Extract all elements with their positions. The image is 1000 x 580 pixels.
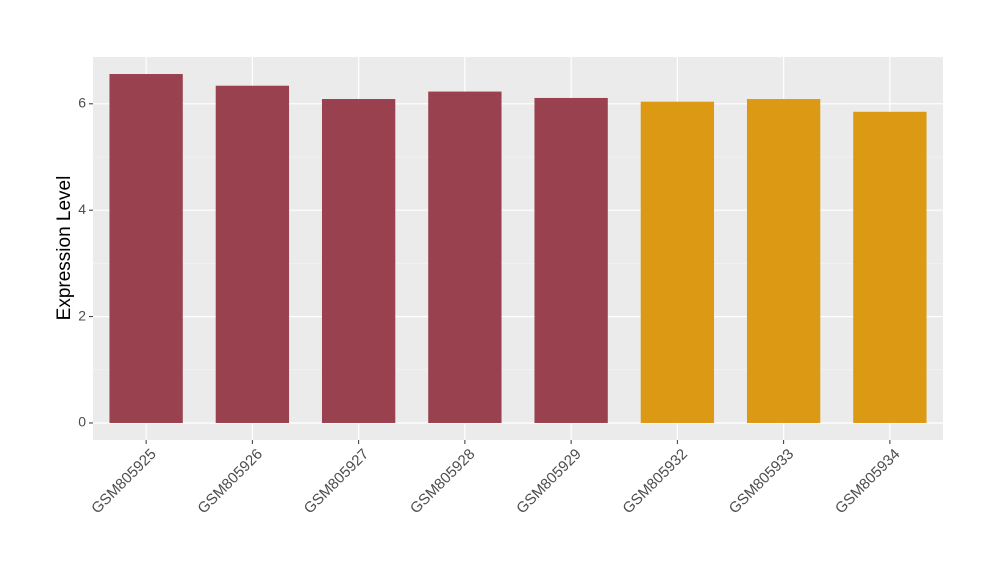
y-tick-label: 2 (78, 307, 86, 323)
y-tick-label: 4 (78, 201, 86, 217)
bar (853, 111, 927, 423)
y-tick-label: 0 (78, 414, 86, 430)
bar (640, 101, 715, 423)
y-axis-title: Expression Level (54, 176, 75, 321)
x-tick-label: GSM805932 (619, 446, 691, 518)
x-tick-label: GSM805929 (513, 446, 585, 518)
x-tick-label: GSM805934 (832, 446, 904, 518)
x-tick-label: GSM805928 (407, 446, 479, 518)
bar (321, 99, 396, 423)
bar (534, 97, 608, 423)
bar (428, 91, 502, 423)
x-tick-label: GSM805926 (194, 446, 266, 518)
bar (746, 99, 821, 423)
bar (109, 74, 183, 423)
x-tick-label: GSM805925 (88, 446, 160, 518)
y-tick-label: 6 (78, 95, 86, 111)
x-tick-label: GSM805933 (726, 446, 798, 518)
x-tick-label: GSM805927 (301, 446, 373, 518)
bar (215, 85, 290, 423)
